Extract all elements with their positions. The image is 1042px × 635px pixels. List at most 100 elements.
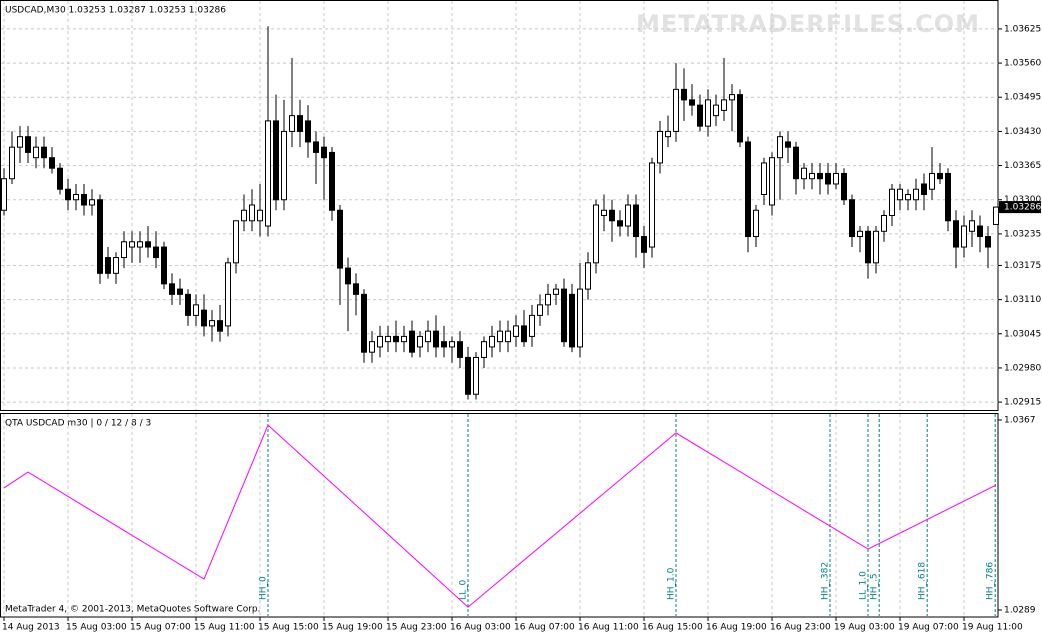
candle-body bbox=[977, 225, 983, 238]
candle-body bbox=[81, 193, 87, 206]
y-tick-label: 1.02980 bbox=[1004, 363, 1041, 373]
marker-label: HH_.786 bbox=[986, 562, 996, 600]
candle-body bbox=[897, 188, 903, 201]
chart-title: USDCAD,M30 1.03253 1.03287 1.03253 1.032… bbox=[5, 6, 226, 16]
candle-body bbox=[209, 320, 215, 327]
x-tick-label: 16 Aug 23:00 bbox=[770, 623, 831, 633]
candle-body bbox=[729, 94, 735, 101]
x-tick-label: 19 Aug 07:00 bbox=[898, 623, 959, 633]
candle-body bbox=[585, 262, 591, 290]
candle-body bbox=[937, 172, 943, 180]
candle-body bbox=[289, 115, 295, 132]
candle-body bbox=[145, 241, 151, 248]
marker-label: HH_.382 bbox=[821, 562, 831, 600]
candle-body bbox=[857, 230, 863, 238]
candle-body bbox=[889, 188, 895, 217]
candle-body bbox=[169, 283, 175, 295]
marker-label: HH_.5 bbox=[870, 573, 880, 600]
candle-body bbox=[369, 341, 375, 353]
candle-body bbox=[417, 335, 423, 348]
marker-label: HH_1.0 bbox=[667, 567, 677, 600]
candle-body bbox=[97, 199, 103, 274]
candle-body bbox=[161, 246, 167, 285]
candle-body bbox=[25, 136, 31, 153]
candle-body bbox=[913, 188, 919, 201]
y-tick-label: 1.03110 bbox=[1004, 295, 1041, 305]
y-tick-label: 1.03560 bbox=[1004, 59, 1041, 69]
candle-body bbox=[833, 172, 839, 185]
candle-body bbox=[609, 209, 615, 222]
watermark: METATRADERFILES.COM bbox=[636, 10, 980, 38]
candle-body bbox=[721, 99, 727, 111]
candle-body bbox=[249, 204, 255, 222]
x-tick-label: 15 Aug 19:00 bbox=[322, 623, 383, 633]
candle-body bbox=[649, 162, 655, 248]
candle-body bbox=[537, 304, 543, 316]
candle-body bbox=[177, 288, 183, 295]
candle-body bbox=[761, 162, 767, 195]
candle-body bbox=[929, 172, 935, 190]
x-tick-label: 16 Aug 19:00 bbox=[706, 623, 767, 633]
candle-body bbox=[665, 130, 671, 138]
candle-body bbox=[777, 136, 783, 159]
x-tick-label: 15 Aug 03:00 bbox=[66, 623, 127, 633]
x-tick-label: 15 Aug 07:00 bbox=[130, 623, 191, 633]
marker-label: HH_.618 bbox=[918, 562, 928, 600]
candle-body bbox=[17, 136, 23, 148]
x-tick-label: 19 Aug 11:00 bbox=[962, 623, 1023, 633]
candle-body bbox=[57, 167, 63, 190]
candle-body bbox=[793, 146, 799, 180]
zigzag-line bbox=[3, 424, 997, 608]
candle-body bbox=[185, 293, 191, 316]
y-tick-label: 1.0367 bbox=[1004, 416, 1036, 426]
marker-label: LL_1.0 bbox=[859, 571, 869, 600]
x-tick-label: 16 Aug 03:00 bbox=[450, 623, 511, 633]
candle-body bbox=[305, 120, 311, 143]
candle-body bbox=[33, 146, 39, 159]
y-tick-label: 1.03045 bbox=[1004, 329, 1041, 339]
candle-body bbox=[513, 325, 519, 337]
candle-body bbox=[601, 209, 607, 217]
candle-body bbox=[401, 335, 407, 343]
candle-body bbox=[273, 120, 279, 201]
candle-body bbox=[457, 341, 463, 358]
candle-body bbox=[657, 130, 663, 164]
candle-body bbox=[113, 257, 119, 274]
candle-body bbox=[345, 267, 351, 285]
candle-body bbox=[49, 157, 55, 169]
current-price-box bbox=[999, 201, 1041, 214]
candle-body bbox=[593, 204, 599, 264]
candle-body bbox=[905, 193, 911, 201]
candle-body bbox=[9, 146, 15, 180]
candle-body bbox=[265, 120, 271, 227]
y-tick-label: 1.03495 bbox=[1004, 93, 1041, 103]
candle-body bbox=[673, 88, 679, 132]
y-tick-label: 1.03175 bbox=[1004, 261, 1041, 271]
candle-body bbox=[569, 293, 575, 348]
x-tick-label: 14 Aug 2013 bbox=[2, 623, 60, 633]
candle-body bbox=[705, 99, 711, 127]
candle-body bbox=[505, 330, 511, 343]
x-tick-label: 15 Aug 23:00 bbox=[386, 623, 447, 633]
candle-body bbox=[105, 257, 111, 274]
candle-body bbox=[865, 230, 871, 264]
candle-body bbox=[969, 220, 975, 232]
marker-label: LL_0 bbox=[459, 579, 469, 600]
x-tick-label: 15 Aug 15:00 bbox=[258, 623, 319, 633]
candle-body bbox=[217, 320, 223, 332]
candle-body bbox=[817, 172, 823, 180]
candle-body bbox=[313, 141, 319, 153]
candle-body bbox=[65, 188, 71, 201]
candle-body bbox=[297, 115, 303, 132]
candle-body bbox=[921, 183, 927, 195]
marker-label: HH_0 bbox=[259, 576, 269, 600]
candle-body bbox=[201, 309, 207, 327]
candle-body bbox=[489, 335, 495, 348]
candle-body bbox=[681, 88, 687, 101]
candle-body bbox=[425, 330, 431, 343]
candle-body bbox=[545, 293, 551, 306]
candle-body bbox=[873, 230, 879, 264]
x-tick-label: 16 Aug 07:00 bbox=[514, 623, 575, 633]
y-tick-label: 1.02915 bbox=[1004, 398, 1041, 408]
candle-body bbox=[241, 209, 247, 222]
